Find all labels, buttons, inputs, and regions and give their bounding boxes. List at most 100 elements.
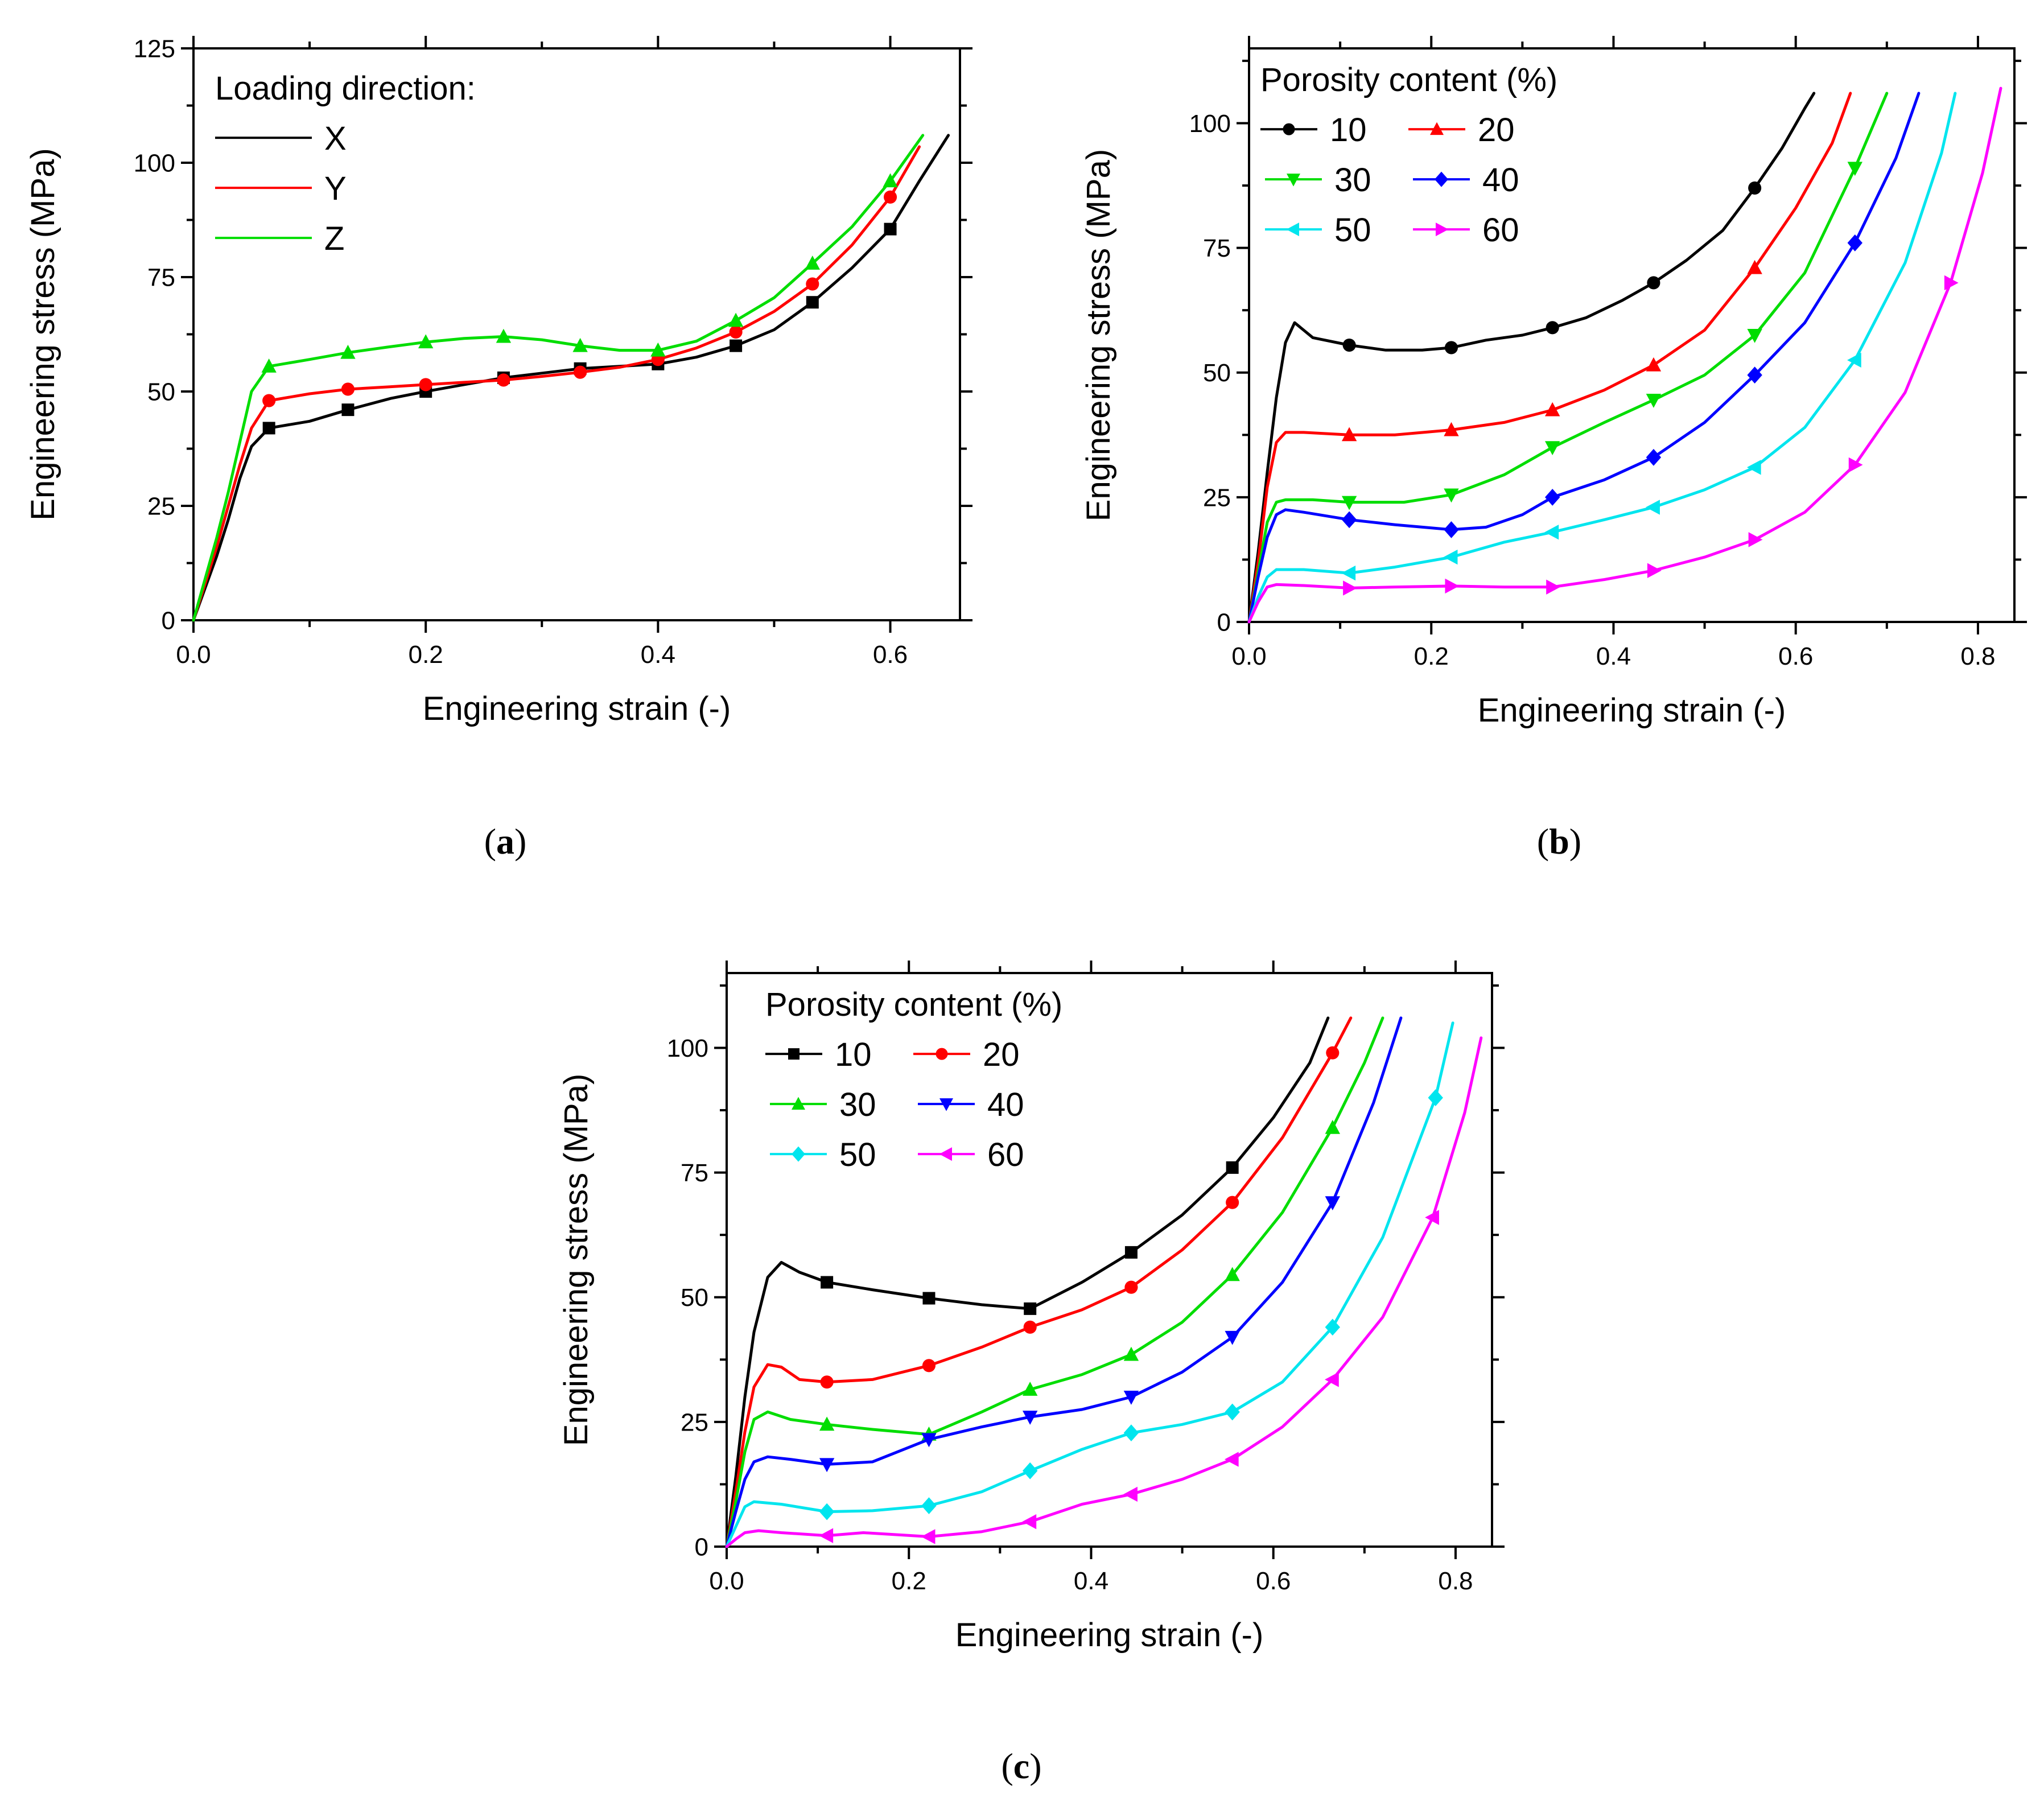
data-point-a-Z [883,173,898,188]
x-tick-label-a: 0.4 [641,641,675,669]
data-point-c-40 [819,1458,835,1473]
data-point-b-30 [1747,329,1762,343]
legend-marker-b-60 [1436,222,1449,237]
data-point-c-20 [1226,1196,1239,1209]
x-tick-label-b: 0.2 [1414,642,1449,670]
y-tick-label-c: 50 [681,1284,708,1312]
y-axis-label-a: Engineering stress (MPa) [24,148,61,520]
data-point-a-X [884,222,897,236]
data-point-c-40 [1123,1391,1139,1405]
legend-label-c-10: 10 [835,1036,872,1073]
x-tick-label-c: 0.4 [1074,1567,1108,1595]
data-point-b-20 [1747,259,1762,274]
data-point-c-60 [1325,1372,1339,1387]
x-axis-label-b: Engineering strain (-) [1478,692,1786,729]
data-point-c-60 [1224,1452,1239,1467]
data-point-c-50 [1225,1403,1240,1421]
data-point-b-40 [1444,521,1459,538]
series-line-a-X [192,134,950,622]
series-line-c-60 [725,1036,1483,1548]
data-point-b-50 [1746,460,1761,475]
x-tick-label-a: 0.2 [409,641,443,669]
data-point-c-40 [1225,1330,1240,1345]
data-point-b-40 [1544,489,1560,506]
plot-frame-a [192,47,961,621]
plot-frame-b [1248,47,2016,623]
x-tick-label-a: 0.6 [873,641,908,669]
legend-marker-c-50 [792,1146,805,1162]
data-point-a-Z [650,342,666,357]
data-point-c-30 [819,1416,835,1431]
y-tick-label-b: 0 [1217,608,1231,636]
data-point-c-50 [1022,1462,1038,1479]
data-point-b-30 [1544,441,1560,455]
series-line-b-20 [1247,92,1852,624]
data-point-c-50 [1123,1424,1139,1442]
data-point-b-30 [1444,488,1459,503]
chart-panel-c: 0.0 0.2 0.4 0.6 0.8 0 25 50 75 100 Engineering str… [558,961,1505,1654]
x-tick-label-c: 0.6 [1256,1567,1291,1595]
y-tick-label-c: 100 [667,1034,708,1062]
data-point-a-X [730,339,743,352]
y-tick-label-c: 25 [681,1408,708,1436]
data-point-b-40 [1747,366,1762,384]
legend-marker-b-40 [1435,171,1448,187]
data-point-c-60 [1425,1210,1439,1225]
y-tick-label-a: 0 [162,607,175,634]
data-point-b-60 [1445,578,1460,594]
legend-label-c-40: 40 [987,1086,1024,1123]
y-tick-label-b: 25 [1203,484,1231,512]
plot-frame-c [726,972,1493,1548]
data-point-a-Y [262,394,276,407]
data-point-c-10 [821,1276,834,1289]
data-point-b-10 [1647,276,1660,290]
chart-panel-b: 0.0 0.2 0.4 0.6 0.8 0 25 50 75 100 Engineering str… [1080,36,2027,729]
x-tick-label-b: 0.6 [1778,642,1813,670]
x-tick-label-a: 0.0 [176,641,211,669]
data-point-b-10 [1748,181,1762,195]
y-tick-label-a: 50 [147,378,175,406]
data-point-a-Z [261,358,277,373]
data-point-a-Y [883,190,897,204]
y-tick-label-b: 75 [1203,234,1231,262]
x-tick-label-b: 0.8 [1960,642,1995,670]
legend-marker-b-10 [1283,123,1295,135]
series-line-c-40 [725,1016,1403,1548]
legend-label-b-20: 20 [1478,112,1515,149]
data-point-b-40 [1341,511,1357,529]
data-point-a-Z [728,312,744,327]
data-point-a-Y [419,378,432,391]
data-point-a-Z [572,337,588,352]
series-line-a-Y [192,145,921,622]
data-point-b-60 [1343,580,1357,596]
data-point-a-Y [806,277,819,291]
legend-marker-c-10 [788,1048,800,1060]
data-point-c-30 [1325,1119,1340,1134]
data-point-b-60 [1848,457,1863,473]
y-tick-label-a: 75 [147,263,175,291]
data-point-c-30 [1123,1346,1139,1361]
data-point-c-20 [1023,1320,1037,1334]
x-axis-label-c: Engineering strain (-) [955,1617,1264,1654]
data-point-c-50 [819,1503,835,1520]
data-point-b-20 [1444,422,1459,436]
data-point-b-30 [1341,496,1357,510]
data-point-c-50 [1428,1089,1443,1106]
data-point-a-Y [574,365,587,379]
y-tick-label-c: 0 [695,1533,708,1561]
legend-marker-c-20 [936,1048,948,1060]
data-point-b-10 [1342,338,1356,352]
data-point-b-50 [1341,565,1356,581]
data-point-c-30 [1225,1267,1240,1281]
legend-marker-c-40 [939,1098,953,1111]
data-point-a-Y [497,373,510,387]
x-tick-label-c: 0.2 [892,1567,926,1595]
data-point-c-20 [820,1375,834,1389]
x-tick-label-c: 0.8 [1438,1567,1473,1595]
data-point-c-60 [819,1528,834,1543]
legend-marker-c-30 [792,1097,805,1110]
y-tick-label-b: 100 [1189,110,1231,138]
chart-panel-a: 0.0 0.2 0.4 0.6 0 25 50 75 100 125 Engineering str… [24,35,972,727]
data-point-c-60 [1022,1514,1037,1530]
